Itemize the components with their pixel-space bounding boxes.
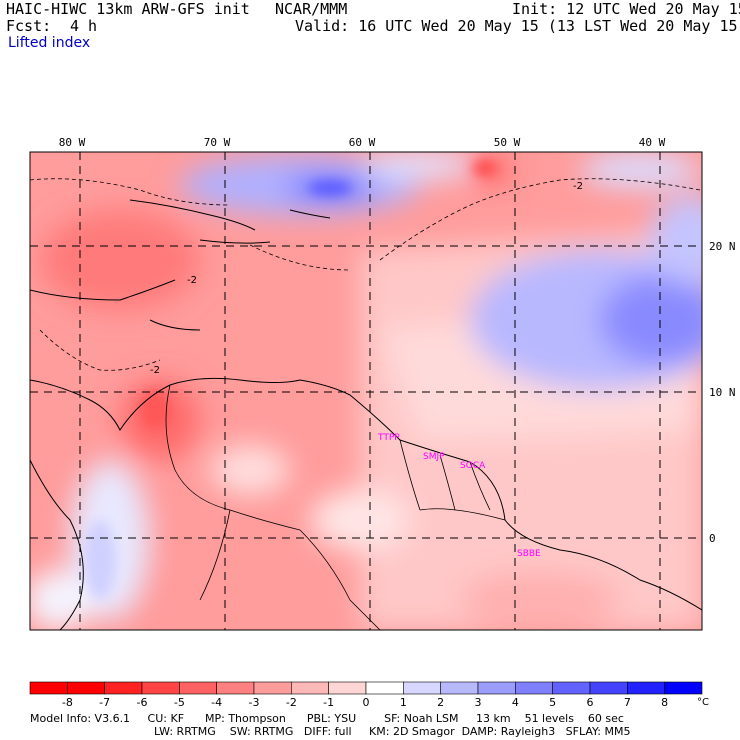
- colorbar-unit: °C: [697, 697, 709, 708]
- colorbar-swatch: [104, 681, 143, 695]
- colorbar-swatch: [403, 681, 441, 695]
- station-label: SMJP: [423, 452, 445, 462]
- colorbar-swatch: [179, 681, 217, 695]
- colorbar-tick-label: 2: [437, 696, 444, 709]
- station-label: SBBE: [517, 549, 541, 559]
- colorbar-tick-label: -2: [286, 696, 297, 709]
- colorbar-tick-label: -8: [62, 696, 73, 709]
- colorbar-tick-label: -3: [249, 696, 260, 709]
- valid-time: Valid: 16 UTC Wed 20 May 15 (13 LST Wed …: [295, 17, 740, 35]
- lat-label: 10 N: [709, 386, 736, 399]
- colorbar-tick-label: -6: [137, 696, 148, 709]
- colorbar-tick-label: 5: [549, 696, 556, 709]
- colorbar-tick-label: -5: [174, 696, 185, 709]
- lon-label: 40 W: [639, 136, 666, 149]
- map-field: [30, 152, 702, 630]
- colorbar-tick-label: 1: [400, 696, 407, 709]
- fcst-value: 4 h: [70, 17, 98, 35]
- fcst-label: Fcst:: [6, 17, 52, 35]
- station-label: TTPP: [377, 433, 400, 443]
- colorbar-tick-label: 4: [512, 696, 519, 709]
- colorbar-swatch: [141, 681, 180, 695]
- colorbar-swatch: [29, 681, 68, 695]
- colorbar-swatch: [664, 681, 703, 695]
- contour-label: -2: [187, 275, 197, 286]
- colorbar-swatch: [552, 681, 591, 695]
- colorbar-swatch: [589, 681, 628, 695]
- colorbar-swatch: [515, 681, 553, 695]
- colorbar-tick-label: 6: [587, 696, 594, 709]
- contour-labels: -2 -2 -2: [150, 181, 583, 376]
- map-frame: [29, 151, 703, 631]
- lon-label: 50 W: [494, 136, 521, 149]
- field-name: Lifted index: [8, 35, 91, 51]
- latlon-grid: [30, 152, 702, 630]
- lat-label: 20 N: [709, 240, 736, 253]
- lon-label: 70 W: [204, 136, 231, 149]
- colorbar-swatch: [216, 681, 255, 695]
- colorbar-swatch: [328, 681, 367, 695]
- contour-label: -2: [573, 181, 583, 192]
- dashed-contours: [30, 178, 701, 371]
- model-title: HAIC-HIWC 13km ARW-GFS init: [6, 0, 250, 18]
- colorbar-tick-label: 8: [661, 696, 668, 709]
- contour-label: -2: [150, 365, 160, 376]
- colorbar-tick-label: 7: [624, 696, 631, 709]
- lon-label: 80 W: [59, 136, 86, 149]
- org-label: NCAR/MMM: [275, 0, 348, 18]
- coastlines: [30, 199, 702, 630]
- colorbar-tick-label: 3: [475, 696, 482, 709]
- model-info-line1: Model Info: V3.6.1 CU: KF MP: Thompson P…: [30, 712, 624, 725]
- station-label: SOCA: [460, 461, 486, 471]
- colorbar-swatch: [627, 681, 665, 695]
- lat-label: 0: [709, 532, 716, 545]
- colorbar: [29, 681, 703, 695]
- colorbar-swatch: [67, 681, 105, 695]
- colorbar-tick-label: -7: [99, 696, 110, 709]
- colorbar-swatch: [253, 681, 292, 695]
- model-info-line2: LW: RRTMG SW: RRTMG DIFF: full KM: 2D Sm…: [154, 725, 631, 738]
- colorbar-swatch: [365, 681, 404, 695]
- colorbar-swatch: [291, 681, 329, 695]
- station-labels: TTPP SMJP SOCA SBBE: [377, 433, 541, 559]
- colorbar-swatch: [440, 681, 479, 695]
- colorbar-tick-label: -1: [323, 696, 334, 709]
- colorbar-tick-label: 0: [363, 696, 370, 709]
- country-borders: [165, 384, 506, 630]
- init-time: Init: 12 UTC Wed 20 May 15: [512, 0, 740, 18]
- colorbar-swatch: [477, 681, 516, 695]
- lon-label: 60 W: [349, 136, 376, 149]
- colorbar-tick-label: -4: [211, 696, 222, 709]
